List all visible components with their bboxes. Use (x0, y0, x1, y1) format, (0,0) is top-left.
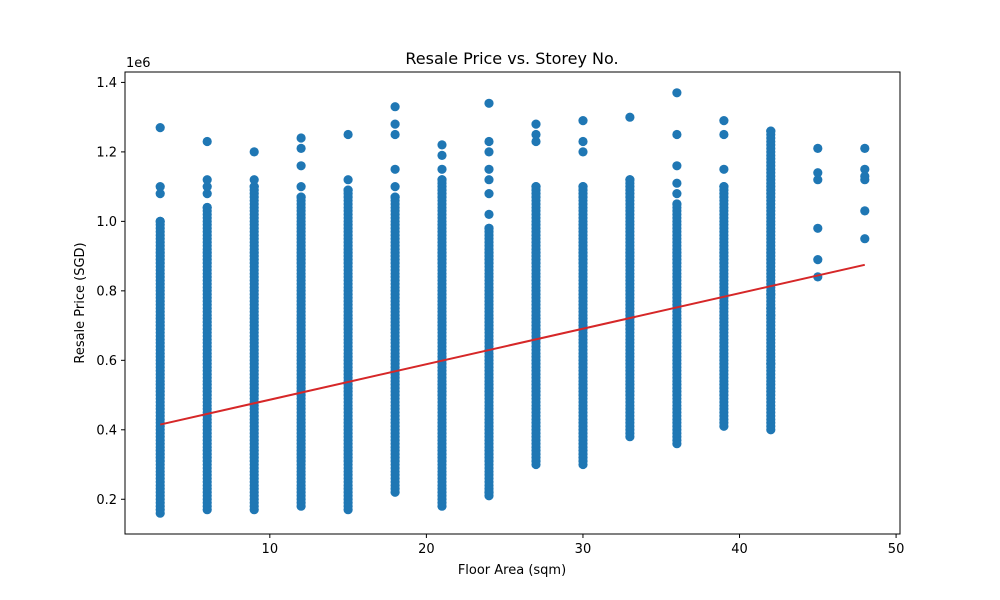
scatter-point (860, 234, 870, 244)
scatter-point (437, 175, 447, 185)
scatter-point (390, 102, 400, 112)
scatter-point (813, 175, 823, 185)
scatter-point (672, 189, 682, 199)
y-tick-label: 0.6 (96, 354, 117, 369)
y-axis-offset-text: 1e6 (126, 56, 151, 71)
x-axis-label: Floor Area (sqm) (458, 563, 566, 578)
scatter-point (202, 189, 212, 199)
scatter-point (531, 182, 541, 192)
scatter-point (296, 182, 306, 192)
scatter-point (343, 175, 353, 185)
scatter-point (249, 182, 259, 192)
scatter-point (860, 171, 870, 181)
scatter-point (578, 147, 588, 157)
scatter-point (860, 206, 870, 216)
scatter-point (719, 164, 729, 174)
regression-line (160, 263, 865, 426)
chart-title: Resale Price vs. Storey No. (405, 49, 618, 68)
trend-lines (160, 263, 865, 426)
x-tick-label: 50 (888, 542, 905, 557)
scatter-point (813, 255, 823, 265)
scatter-point (155, 182, 165, 192)
scatter-point (719, 116, 729, 126)
scatter-point (202, 136, 212, 147)
scatter-point (390, 192, 400, 202)
y-tick-label: 0.4 (96, 423, 117, 438)
scatter-point (578, 136, 588, 147)
scatter-point (625, 175, 635, 185)
scatter-point (202, 182, 212, 192)
scatter-point (202, 175, 212, 185)
scatter-point (390, 182, 400, 192)
scatter-point (484, 189, 494, 199)
scatter-point (766, 310, 776, 320)
scatter-point (625, 112, 635, 122)
scatter-point (672, 129, 682, 140)
y-axis-label: Resale Price (SGD) (73, 242, 88, 363)
scatter-point (766, 126, 776, 136)
scatter-point (390, 164, 400, 174)
scatter-points (155, 88, 870, 518)
scatter-point (390, 119, 400, 129)
scatter-point (672, 88, 682, 98)
scatter-point (766, 303, 776, 313)
x-tick-label: 30 (575, 542, 592, 557)
scatter-point (155, 216, 165, 226)
scatter-point (578, 116, 588, 126)
scatter-point (155, 189, 165, 199)
x-tick-label: 40 (731, 542, 748, 557)
scatter-point (296, 161, 306, 171)
scatter-point (437, 150, 447, 160)
scatter-point (296, 192, 306, 202)
scatter-point (672, 199, 682, 209)
scatter-point (484, 136, 494, 147)
scatter-point (484, 223, 494, 233)
scatter-point (484, 147, 494, 157)
scatter-point (813, 223, 823, 233)
scatter-point (484, 98, 494, 108)
scatter-point (249, 175, 259, 185)
x-axis-ticks: 10 20 30 40 50 (262, 534, 905, 557)
scatter-point (860, 143, 870, 153)
scatter-point (672, 178, 682, 188)
scatter-point (860, 164, 870, 174)
scatter-point (813, 143, 823, 153)
scatter-point (531, 136, 541, 147)
x-tick-label: 20 (418, 542, 435, 557)
scatter-point (578, 182, 588, 192)
x-tick-label: 10 (262, 542, 279, 557)
y-axis-ticks: 0.2 0.4 0.6 0.8 1.0 1.2 1.4 (96, 76, 125, 508)
scatter-point (296, 143, 306, 153)
scatter-point (813, 168, 823, 178)
scatter-point (437, 140, 447, 150)
scatter-point (766, 289, 776, 299)
scatter-point (484, 209, 494, 219)
scatter-point (484, 164, 494, 174)
scatter-point (343, 185, 353, 195)
scatter-point (531, 119, 541, 129)
y-tick-label: 0.8 (96, 284, 117, 299)
y-tick-label: 1.2 (96, 145, 117, 160)
plot-frame (124, 71, 901, 535)
scatter-point (719, 182, 729, 192)
y-tick-label: 0.2 (96, 493, 117, 508)
scatter-point (531, 129, 541, 140)
scatter-point (437, 164, 447, 174)
scatter-point (390, 129, 400, 140)
scatter-point (343, 129, 353, 140)
scatter-point (484, 487, 494, 497)
scatter-point (249, 147, 259, 157)
scatter-point (672, 161, 682, 171)
scatter-point (155, 123, 165, 133)
scatter-point (484, 175, 494, 185)
scatter-point (766, 359, 776, 369)
scatter-point (202, 202, 212, 213)
y-tick-label: 1.0 (96, 215, 117, 230)
scatter-point (719, 129, 729, 140)
scatter-point (296, 133, 306, 143)
y-tick-label: 1.4 (96, 76, 117, 91)
